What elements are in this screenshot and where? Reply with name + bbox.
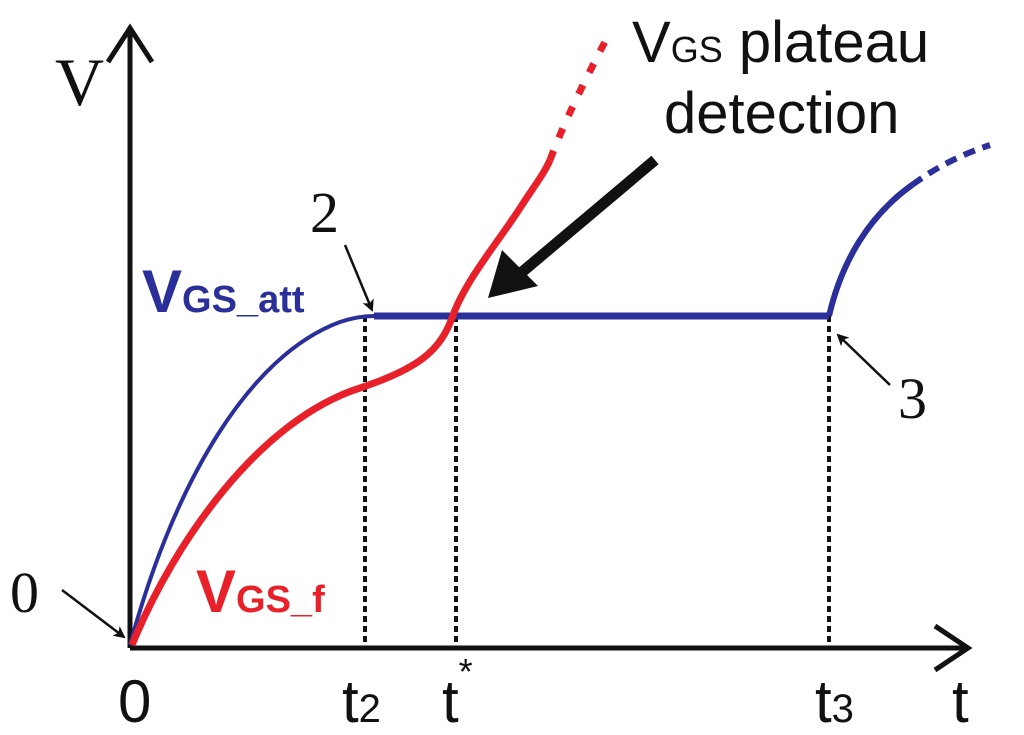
point-label-2: 2 <box>310 180 339 245</box>
x-axis <box>130 623 973 673</box>
origin-label: 0 <box>118 668 151 735</box>
arrow-point-3 <box>836 333 891 386</box>
vgs-f-label: VGS_f <box>196 558 325 625</box>
point-label-0: 0 <box>10 560 39 625</box>
marker-t3: t3 <box>815 668 854 735</box>
arrow-point-0 <box>61 589 126 639</box>
plateau-detection-arrow <box>488 155 659 298</box>
x-axis-label: t <box>952 668 969 735</box>
vgs-f-curve <box>128 34 612 647</box>
y-axis <box>105 23 155 648</box>
vgs-att-curve <box>128 142 991 646</box>
marker-t-star: t* <box>442 651 473 735</box>
arrow-point-2 <box>343 244 374 312</box>
point-label-3: 3 <box>898 366 927 431</box>
annotation-line2: detection <box>664 81 899 146</box>
annotation-line1: VGS plateau <box>632 10 929 75</box>
marker-t2: t2 <box>342 668 381 735</box>
vgs-att-label: VGS_att <box>142 258 305 325</box>
y-axis-label: V <box>55 44 104 120</box>
